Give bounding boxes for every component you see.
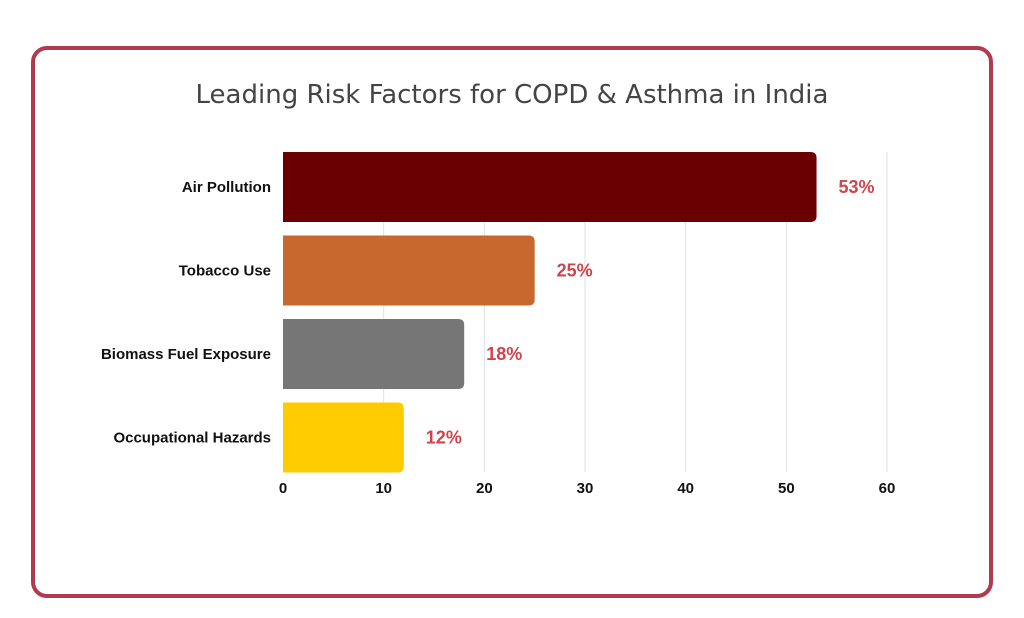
x-axis-ticks: 0 10 20 30 40 50 60 bbox=[279, 480, 896, 497]
data-label: 53% bbox=[839, 177, 875, 197]
bar bbox=[283, 402, 404, 473]
data-label: 25% bbox=[557, 261, 593, 281]
x-tick-label: 60 bbox=[879, 480, 896, 497]
bars bbox=[283, 152, 817, 473]
data-label: 18% bbox=[486, 344, 522, 364]
data-label: 12% bbox=[426, 428, 462, 448]
x-tick-label: 20 bbox=[476, 480, 493, 497]
chart-title: Leading Risk Factors for COPD & Asthma i… bbox=[195, 80, 829, 110]
x-tick-label: 40 bbox=[677, 480, 694, 497]
category-labels: Air Pollution Tobacco Use Biomass Fuel Exp… bbox=[101, 179, 271, 447]
bar bbox=[283, 319, 465, 389]
category-label: Air Pollution bbox=[182, 179, 271, 196]
category-label: Biomass Fuel Exposure bbox=[101, 346, 271, 363]
x-tick-label: 50 bbox=[778, 480, 795, 497]
bar bbox=[283, 152, 817, 222]
data-labels: 53% 25% 18% 12% bbox=[426, 177, 875, 448]
x-tick-label: 30 bbox=[577, 480, 594, 497]
chart-frame bbox=[31, 46, 993, 598]
category-label: Occupational Hazards bbox=[113, 430, 271, 447]
category-label: Tobacco Use bbox=[179, 263, 271, 280]
x-tick-label: 0 bbox=[279, 480, 287, 497]
bar bbox=[283, 235, 535, 306]
x-tick-label: 10 bbox=[375, 480, 392, 497]
